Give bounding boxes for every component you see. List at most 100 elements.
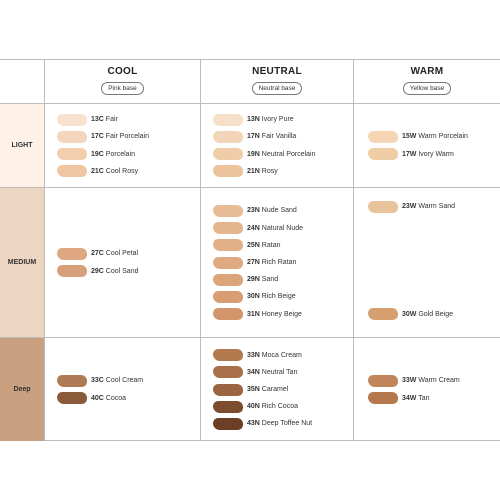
shade-swatch xyxy=(213,383,243,396)
shade-item: 33C Cool Cream xyxy=(57,372,197,389)
shade-item: 27C Cool Petal xyxy=(57,245,197,262)
shade-swatch xyxy=(57,165,87,178)
divider xyxy=(0,187,500,188)
shade-item: 13N Ivory Pure xyxy=(213,111,351,128)
shade-item: 21C Cool Rosy xyxy=(57,163,197,180)
shade-name: Rich Ratan xyxy=(261,259,297,266)
shade-swatch xyxy=(213,222,243,235)
shade-item: 35N Caramel xyxy=(213,381,351,398)
shade-code: 23N xyxy=(247,207,260,215)
row-label: MEDIUM xyxy=(7,259,37,266)
shade-name: Caramel xyxy=(261,386,289,393)
shade-name: Warm Cream xyxy=(418,377,460,385)
shade-code: 34N xyxy=(247,368,260,376)
shade-name: Honey Beige xyxy=(261,310,302,318)
column-header-warm: WARM Yellow base xyxy=(354,60,500,103)
shade-code: 17W xyxy=(402,150,417,158)
shade-code: 24N xyxy=(247,224,260,232)
shade-chart-table: COOL Pink base NEUTRAL Neutral base WARM… xyxy=(0,59,500,441)
row-header-deep: Deep xyxy=(0,338,44,441)
shade-swatch xyxy=(57,374,87,387)
shade-name: Fair xyxy=(105,116,118,124)
shade-name: Fair Vanilla xyxy=(261,133,297,141)
shade-code: 13C xyxy=(91,116,104,124)
shade-label: 21N Rosy xyxy=(247,168,278,175)
shade-swatch xyxy=(213,239,243,252)
shade-item: 27N Rich Ratan xyxy=(213,254,351,271)
shade-swatch xyxy=(213,256,243,269)
shade-label: 30W Gold Beige xyxy=(402,311,453,318)
shade-swatch xyxy=(213,204,243,217)
shade-code: 19C xyxy=(91,150,104,158)
shade-cell: 33N Moca Cream 34N Neutral Tan 35N Caramel… xyxy=(213,338,351,441)
shade-label: 23W Warm Sand xyxy=(402,203,455,210)
shade-label: 21C Cool Rosy xyxy=(91,168,138,175)
shade-label: 17N Fair Vanilla xyxy=(247,133,296,140)
shade-item: 17N Fair Vanilla xyxy=(213,128,351,145)
shade-name: Neutral Tan xyxy=(261,368,298,376)
shade-item: 29C Cool Sand xyxy=(57,263,197,280)
shade-cell: 33C Cool Cream 40C Cocoa xyxy=(57,338,197,441)
shade-code: 19N xyxy=(247,150,260,158)
shade-item: 15W Warm Porcelain xyxy=(368,128,498,145)
shade-label: 13C Fair xyxy=(91,116,118,123)
shade-name: Rich Cocoa xyxy=(261,403,298,411)
shade-name: Cool Petal xyxy=(105,250,139,258)
shade-code: 17N xyxy=(247,133,260,141)
shade-cell: 33W Warm Cream 34W Tan xyxy=(368,338,498,441)
shade-item: 33W Warm Cream xyxy=(368,372,498,389)
shade-label: 17C Fair Porcelain xyxy=(91,133,149,140)
shade-label: 24N Natural Nude xyxy=(247,225,303,232)
shade-name: Moca Cream xyxy=(261,351,302,359)
shade-swatch xyxy=(213,308,243,321)
base-pill: Yellow base xyxy=(402,82,452,95)
shade-cell: 15W Warm Porcelain 17W Ivory Warm xyxy=(368,104,498,187)
divider xyxy=(0,337,500,338)
shade-label: 19C Porcelain xyxy=(91,151,135,158)
shade-item: 23W Warm Sand xyxy=(368,198,498,215)
shade-code: 29N xyxy=(247,276,260,284)
shade-swatch xyxy=(368,308,398,321)
shade-item: 30N Rich Beige xyxy=(213,288,351,305)
shade-swatch xyxy=(368,200,398,213)
shade-code: 43N xyxy=(247,420,260,428)
shade-label: 35N Caramel xyxy=(247,386,288,393)
shade-name: Cool Sand xyxy=(105,267,139,275)
shade-item: 19C Porcelain xyxy=(57,146,197,163)
shade-name: Rich Beige xyxy=(261,293,296,301)
shade-item: 40N Rich Cocoa xyxy=(213,398,351,415)
divider xyxy=(44,60,45,440)
shade-swatch xyxy=(213,113,243,126)
row-label: LIGHT xyxy=(11,142,33,149)
row-header-light: LIGHT xyxy=(0,104,44,187)
row-header-medium: MEDIUM xyxy=(0,188,44,337)
shade-code: 13N xyxy=(247,116,260,124)
shade-label: 27C Cool Petal xyxy=(91,250,138,257)
shade-label: 33W Warm Cream xyxy=(402,377,460,384)
shade-swatch xyxy=(213,400,243,413)
shade-label: 30N Rich Beige xyxy=(247,293,296,300)
shade-swatch xyxy=(213,366,243,379)
shade-name: Fair Porcelain xyxy=(105,133,149,141)
shade-label: 34N Neutral Tan xyxy=(247,369,297,376)
shade-code: 33C xyxy=(91,377,104,385)
shade-item: 30W Gold Beige xyxy=(368,306,498,323)
shade-name: Cocoa xyxy=(105,394,127,402)
shade-swatch xyxy=(368,130,398,143)
shade-code: 34W xyxy=(402,394,417,402)
shade-name: Ivory Warm xyxy=(418,150,454,158)
shade-code: 40C xyxy=(91,394,104,402)
shade-cell: 13C Fair 17C Fair Porcelain 19C Porcelain 2… xyxy=(57,104,197,187)
shade-item: 17C Fair Porcelain xyxy=(57,128,197,145)
shade-label: 29C Cool Sand xyxy=(91,268,139,275)
shade-name: Rosy xyxy=(261,167,278,175)
shade-swatch xyxy=(213,417,243,430)
shade-swatch xyxy=(213,349,243,362)
shade-swatch xyxy=(57,148,87,161)
shade-name: Nude Sand xyxy=(261,207,297,215)
base-pill: Neutral base xyxy=(251,82,303,95)
divider xyxy=(200,60,201,440)
shade-item: 40C Cocoa xyxy=(57,390,197,407)
shade-name: Cool Cream xyxy=(105,377,144,385)
shade-code: 21C xyxy=(91,167,104,175)
